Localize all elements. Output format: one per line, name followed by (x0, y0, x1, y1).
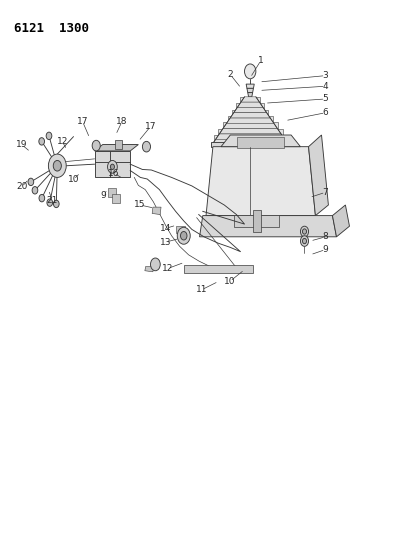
Polygon shape (95, 151, 130, 177)
Circle shape (151, 258, 160, 271)
Text: 11: 11 (196, 285, 207, 294)
Text: 2: 2 (228, 70, 233, 79)
Circle shape (28, 178, 34, 185)
Text: 9: 9 (101, 191, 106, 200)
Polygon shape (109, 188, 116, 197)
Circle shape (180, 231, 187, 240)
Polygon shape (214, 135, 287, 141)
Text: 7: 7 (323, 188, 328, 197)
Text: 1: 1 (258, 56, 264, 65)
Text: 12: 12 (56, 137, 68, 146)
Polygon shape (220, 128, 281, 134)
Text: 6: 6 (323, 108, 328, 117)
Polygon shape (247, 88, 253, 93)
Text: 3: 3 (323, 71, 328, 80)
Polygon shape (234, 215, 279, 227)
Polygon shape (246, 84, 254, 88)
Text: 17: 17 (145, 122, 156, 131)
Circle shape (177, 227, 190, 244)
Circle shape (92, 140, 100, 151)
Text: 10: 10 (224, 277, 236, 286)
Polygon shape (218, 128, 283, 135)
Polygon shape (233, 110, 268, 116)
Circle shape (32, 187, 38, 194)
Text: 17: 17 (77, 117, 88, 126)
Polygon shape (112, 195, 120, 203)
Circle shape (47, 199, 53, 206)
Polygon shape (240, 97, 260, 103)
Text: 12: 12 (162, 264, 173, 273)
Text: 5: 5 (323, 94, 328, 103)
Polygon shape (184, 265, 253, 273)
Text: 6121  1300: 6121 1300 (13, 21, 89, 35)
Circle shape (39, 138, 44, 145)
Polygon shape (333, 205, 350, 237)
Polygon shape (230, 113, 270, 118)
Text: 13: 13 (160, 238, 172, 247)
Circle shape (46, 132, 52, 140)
Circle shape (39, 195, 45, 202)
Polygon shape (248, 93, 253, 97)
Text: 14: 14 (160, 224, 172, 233)
Polygon shape (175, 226, 184, 232)
Text: 10: 10 (68, 175, 79, 184)
Text: 9: 9 (323, 245, 328, 254)
Polygon shape (253, 211, 261, 231)
Polygon shape (228, 116, 273, 122)
Polygon shape (212, 139, 288, 144)
Polygon shape (223, 122, 278, 128)
Text: 8: 8 (323, 232, 328, 241)
Circle shape (108, 160, 117, 173)
Polygon shape (211, 142, 289, 147)
Circle shape (302, 238, 306, 244)
Circle shape (111, 164, 115, 169)
Polygon shape (241, 97, 259, 102)
Polygon shape (152, 207, 161, 215)
Polygon shape (236, 103, 264, 110)
Text: 18: 18 (116, 117, 128, 126)
Circle shape (300, 236, 308, 246)
Circle shape (142, 141, 151, 152)
Polygon shape (221, 135, 300, 147)
Text: 4: 4 (323, 82, 328, 91)
Polygon shape (206, 147, 315, 216)
Text: 20: 20 (16, 182, 27, 191)
Polygon shape (226, 118, 274, 123)
Text: 15: 15 (134, 200, 146, 209)
Polygon shape (223, 123, 277, 128)
Polygon shape (145, 266, 154, 272)
Polygon shape (95, 144, 138, 151)
Polygon shape (115, 140, 122, 149)
Circle shape (300, 226, 308, 237)
Text: 16: 16 (108, 168, 120, 177)
Circle shape (302, 229, 306, 234)
Circle shape (244, 64, 256, 79)
Text: 21: 21 (47, 196, 58, 205)
Polygon shape (308, 135, 328, 216)
Polygon shape (237, 137, 284, 148)
Text: 19: 19 (16, 140, 27, 149)
Polygon shape (216, 134, 285, 139)
Circle shape (49, 154, 66, 177)
Polygon shape (237, 102, 263, 108)
Circle shape (53, 200, 59, 208)
Polygon shape (200, 216, 337, 237)
Polygon shape (234, 108, 267, 113)
Circle shape (53, 160, 61, 171)
